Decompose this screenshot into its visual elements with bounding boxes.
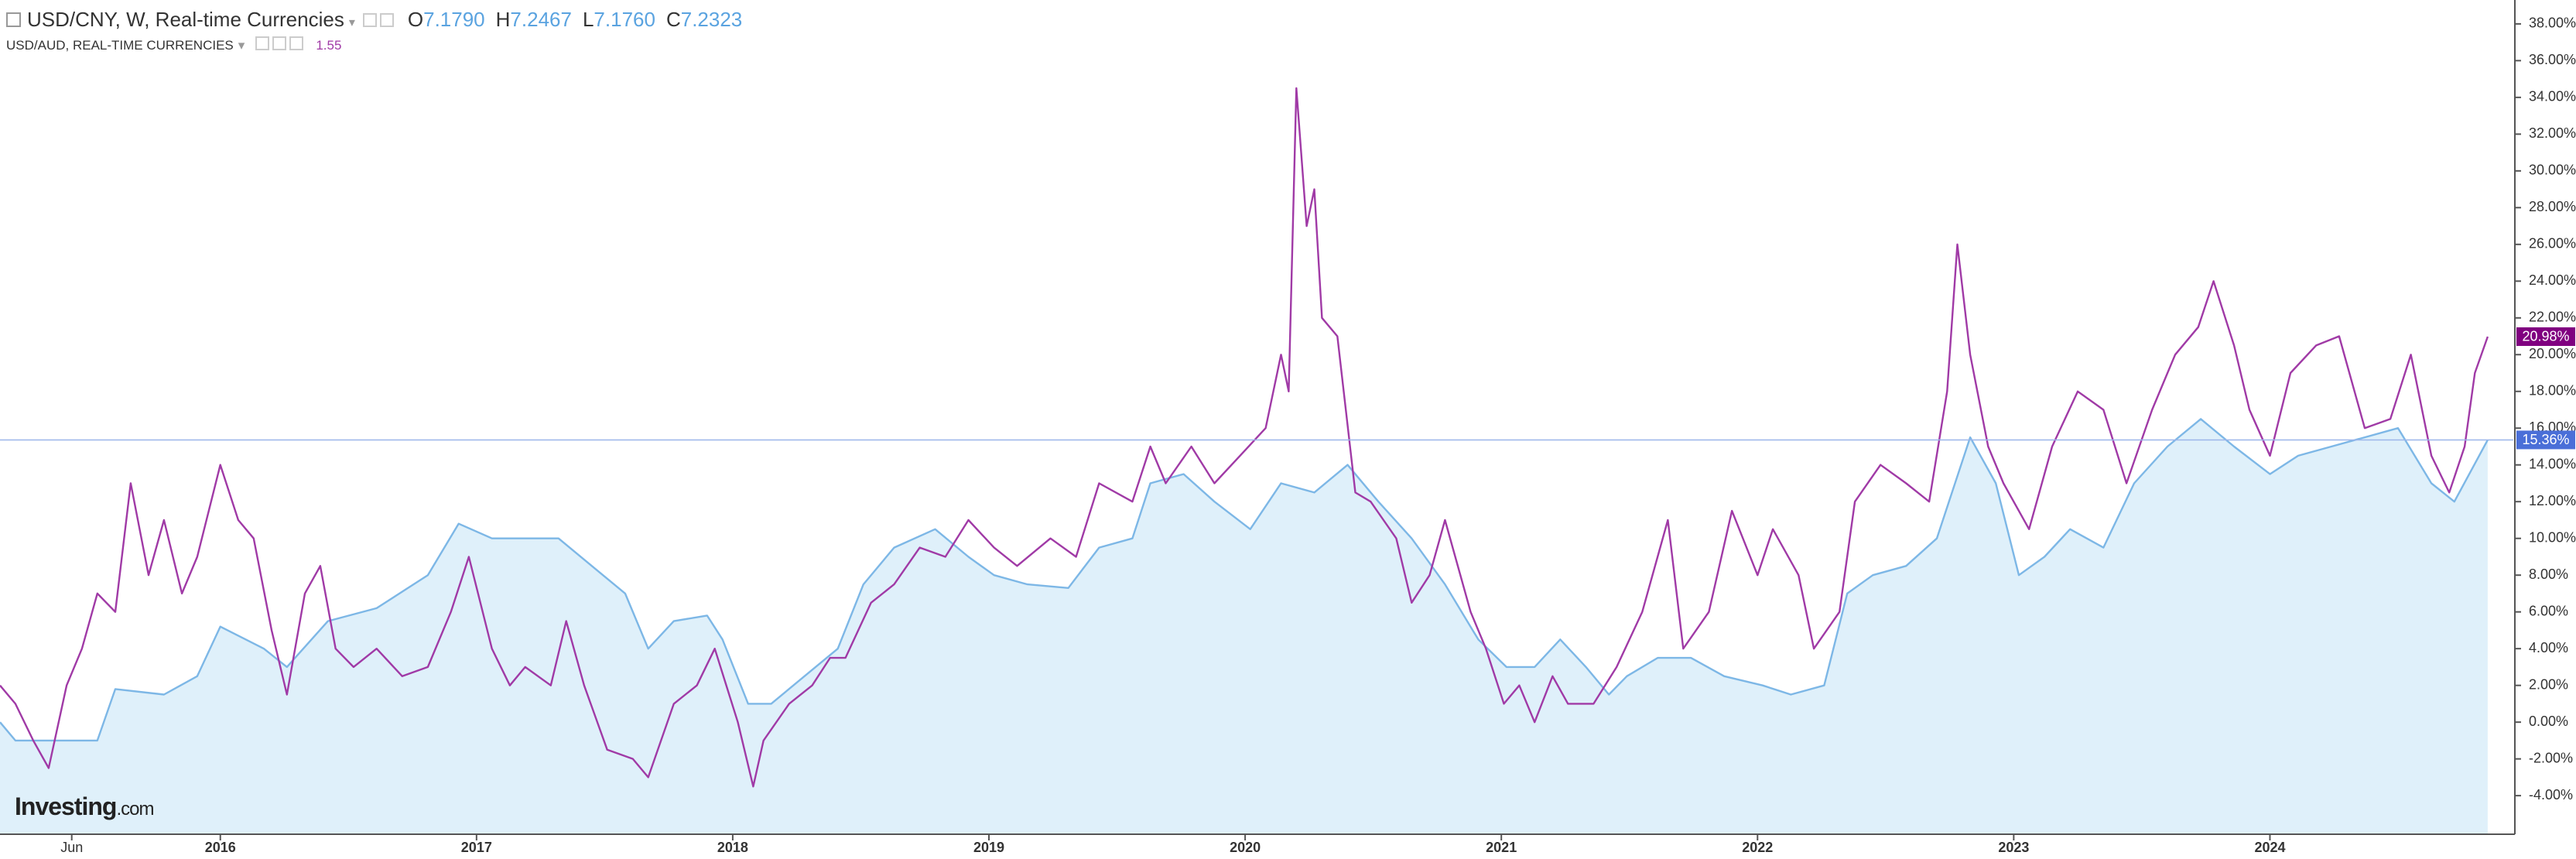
logo: Investing.com <box>15 792 154 821</box>
legend-compare: USD/AUD, REAL-TIME CURRENCIES ▾ 1.55 <box>6 36 342 53</box>
y-tick-label: 2.00% <box>2529 676 2568 692</box>
y-tick-label: 10.00% <box>2529 529 2576 545</box>
y-tick-label: 6.00% <box>2529 603 2568 618</box>
badge-label: 15.36% <box>2522 432 2569 447</box>
ohlc-key: O <box>407 8 424 31</box>
logo-text: Investing <box>15 792 117 820</box>
y-tick-label: 0.00% <box>2529 714 2568 729</box>
x-tick-label: Jun <box>60 840 83 855</box>
y-tick-label: 30.00% <box>2529 163 2576 178</box>
x-tick-label: 2021 <box>1486 840 1517 855</box>
y-tick-label: 8.00% <box>2529 566 2568 582</box>
y-tick-label: 18.00% <box>2529 383 2576 399</box>
remove-icon[interactable] <box>289 36 304 50</box>
logo-suffix: .com <box>116 799 154 820</box>
x-tick-label: 2018 <box>717 840 748 855</box>
ohlc-key: H <box>495 8 511 31</box>
y-tick-label: 24.00% <box>2529 272 2576 288</box>
ohlc-key: L <box>582 8 594 31</box>
last-value-badge: 15.36% <box>2516 430 2575 450</box>
collapse-icon[interactable] <box>6 12 21 27</box>
ohlc-value: 7.1760 <box>594 8 655 31</box>
ohlc-value: 7.2467 <box>510 8 572 31</box>
x-tick-label: 2016 <box>205 840 236 855</box>
badge-bg <box>2516 430 2575 450</box>
settings-icon[interactable] <box>362 13 377 27</box>
y-tick-label: 14.00% <box>2529 456 2576 471</box>
last-value-badge: 20.98% <box>2516 327 2575 346</box>
x-tick-label: 2023 <box>1998 840 2029 855</box>
ohlc: O7.1790 H7.2467 L7.1760 C7.2323 <box>397 8 742 31</box>
x-tick-label: 2017 <box>461 840 492 855</box>
badge-label: 20.98% <box>2522 329 2569 344</box>
hide-icon[interactable] <box>272 36 287 50</box>
legend-main: USD/CNY, W, Real-time Currencies ▾ O7.1790… <box>6 8 742 32</box>
series-line <box>0 87 2489 788</box>
series-line <box>0 418 2489 742</box>
y-tick-label: 12.00% <box>2529 493 2576 508</box>
ohlc-value: 7.1790 <box>423 8 485 31</box>
y-tick-label: 32.00% <box>2529 125 2576 141</box>
y-tick-label: 38.00% <box>2529 15 2576 31</box>
x-tick-label: 2020 <box>1230 840 1261 855</box>
x-tick-label: 2024 <box>2254 840 2285 855</box>
x-tick-label: 2019 <box>973 840 1004 855</box>
legend-value: 1.55 <box>316 38 342 53</box>
y-tick-label: -2.00% <box>2529 750 2573 765</box>
y-tick-label: 28.00% <box>2529 199 2576 214</box>
y-tick-label: 4.00% <box>2529 640 2568 655</box>
series-title: USD/AUD, REAL-TIME CURRENCIES <box>6 38 234 53</box>
ohlc-key: C <box>665 8 681 31</box>
settings-icon[interactable] <box>255 36 270 50</box>
x-tick-label: 2022 <box>1742 840 1773 855</box>
y-tick-label: 26.00% <box>2529 236 2576 252</box>
series-title: USD/CNY, W, Real-time Currencies <box>27 8 344 31</box>
y-tick-label: 22.00% <box>2529 310 2576 325</box>
y-tick-label: -4.00% <box>2529 787 2573 803</box>
ohlc-value: 7.2323 <box>680 8 743 31</box>
y-tick-label: 36.00% <box>2529 52 2576 67</box>
badge-bg <box>2516 327 2575 346</box>
area-fill <box>0 419 2488 834</box>
y-tick-label: 34.00% <box>2529 89 2576 104</box>
y-tick-label: 20.00% <box>2529 346 2576 361</box>
hide-icon[interactable] <box>379 13 394 27</box>
